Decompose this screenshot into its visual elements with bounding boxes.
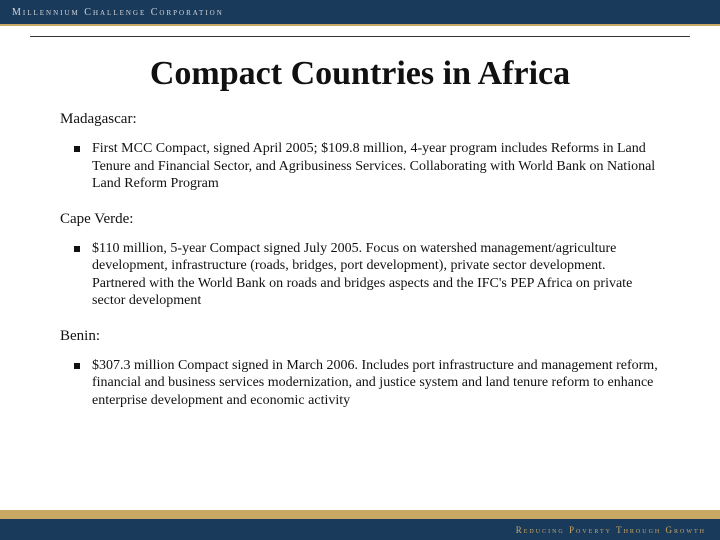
bottom-banner: Reducing Poverty Through Growth — [0, 516, 720, 540]
country-label: Benin: — [60, 328, 660, 345]
top-banner: Millennium Challenge Corporation — [0, 0, 720, 26]
bullet-text: $110 million, 5-year Compact signed July… — [92, 240, 660, 310]
square-bullet-icon — [74, 146, 80, 152]
square-bullet-icon — [74, 363, 80, 369]
divider-line — [30, 36, 690, 37]
bullet-item: $110 million, 5-year Compact signed July… — [74, 240, 660, 310]
bullet-item: $307.3 million Compact signed in March 2… — [74, 357, 660, 410]
slide-title: Compact Countries in Africa — [0, 55, 720, 93]
country-label: Madagascar: — [60, 111, 660, 128]
bullet-text: First MCC Compact, signed April 2005; $1… — [92, 140, 660, 193]
square-bullet-icon — [74, 246, 80, 252]
bullet-text: $307.3 million Compact signed in March 2… — [92, 357, 660, 410]
content-area: Madagascar: First MCC Compact, signed Ap… — [0, 111, 720, 409]
country-label: Cape Verde: — [60, 211, 660, 228]
org-name: Millennium Challenge Corporation — [12, 7, 224, 18]
tagline: Reducing Poverty Through Growth — [516, 525, 706, 535]
bullet-item: First MCC Compact, signed April 2005; $1… — [74, 140, 660, 193]
